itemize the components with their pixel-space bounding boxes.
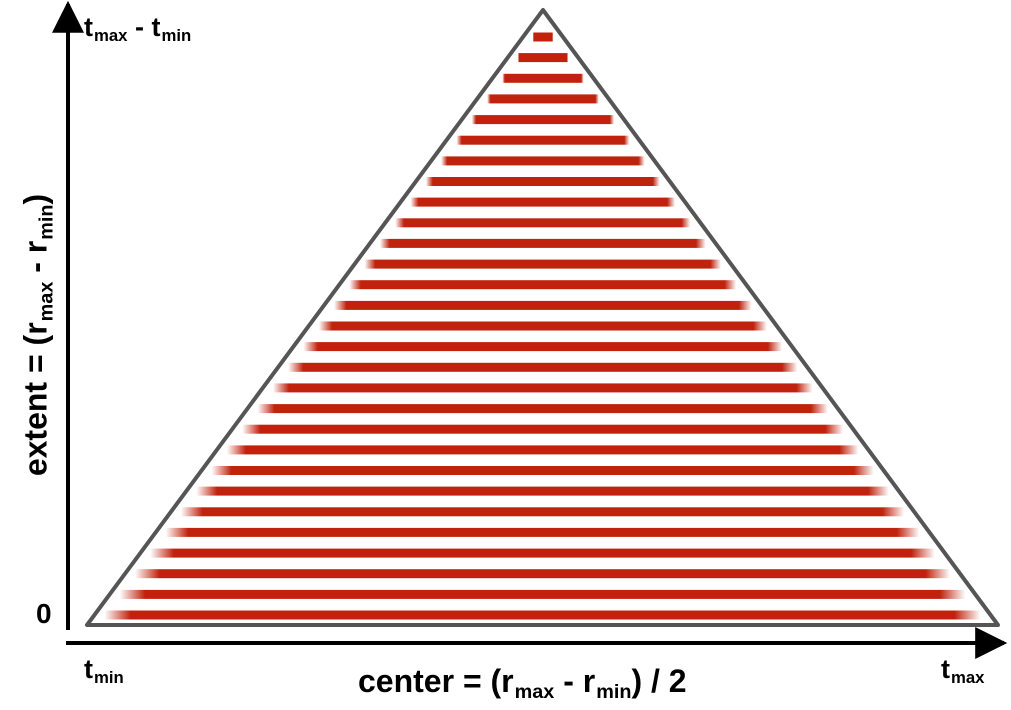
y-axis-title-mid: - r: [17, 240, 54, 282]
stripe-band: [272, 383, 813, 393]
y-axis-title-sub1: max: [35, 281, 58, 322]
x-axis-max-label-sub: max: [951, 667, 985, 687]
stripe-band: [395, 218, 691, 228]
stripe-band: [471, 115, 615, 125]
y-axis-max-label-sub2: min: [161, 25, 192, 45]
y-axis-title-suffix: ): [17, 193, 54, 205]
stripe-band: [119, 589, 966, 599]
y-axis-max-label-mid: - t: [127, 12, 161, 42]
x-axis-title-suffix: ) / 2: [631, 663, 687, 699]
stripe-band: [135, 569, 950, 579]
stripe-band: [379, 238, 706, 248]
stripe-band: [533, 32, 553, 42]
y-axis-title: extent = (rmax - rmin): [18, 194, 59, 476]
stripe-band: [257, 404, 828, 414]
y-axis-max-label-sub1: max: [94, 25, 128, 45]
stripe-band: [150, 548, 935, 558]
stripe-band: [226, 445, 859, 455]
stripe-band: [425, 177, 660, 186]
y-axis-origin-label: 0: [36, 598, 52, 629]
stripe-band: [441, 156, 645, 166]
x-axis-title: center = (rmax - rmin) / 2: [358, 663, 687, 704]
y-axis-title-prefix: extent = (r: [17, 322, 54, 477]
x-axis-title-mid: - r: [554, 663, 596, 699]
stripe-band: [303, 342, 783, 352]
x-axis-max-label: tmax: [941, 654, 985, 688]
x-axis-min-label-sub: min: [94, 667, 124, 687]
stripe-group: [104, 32, 981, 620]
stripe-band: [165, 527, 920, 537]
stripe-band: [104, 610, 981, 620]
x-axis-title-sub1: max: [514, 680, 555, 703]
stripe-band: [242, 424, 844, 434]
stripe-band: [334, 300, 752, 310]
stripe-band: [318, 321, 767, 331]
stripe-band: [502, 73, 584, 83]
y-axis-max-label-t: t: [84, 12, 93, 42]
stripe-band: [364, 259, 721, 269]
stripe-band: [180, 507, 905, 517]
y-axis-max-label: tmax - tmin: [84, 12, 191, 46]
stripe-band: [410, 197, 676, 207]
x-axis-max-label-t: t: [941, 654, 950, 684]
x-axis-min-label: tmin: [84, 654, 124, 688]
stripe-band: [349, 280, 737, 290]
stripe-band: [456, 135, 630, 145]
x-axis-min-label-t: t: [84, 654, 93, 684]
x-axis-title-prefix: center = (r: [358, 663, 514, 699]
stripe-band: [517, 53, 569, 63]
stripe-band: [487, 94, 599, 104]
x-axis-title-sub2: min: [596, 680, 632, 703]
stripe-band: [211, 466, 874, 475]
stripe-band: [288, 362, 798, 372]
y-axis-title-sub2: min: [35, 204, 58, 240]
stripe-band: [196, 486, 890, 496]
triangle-outline: [85, 8, 1000, 627]
